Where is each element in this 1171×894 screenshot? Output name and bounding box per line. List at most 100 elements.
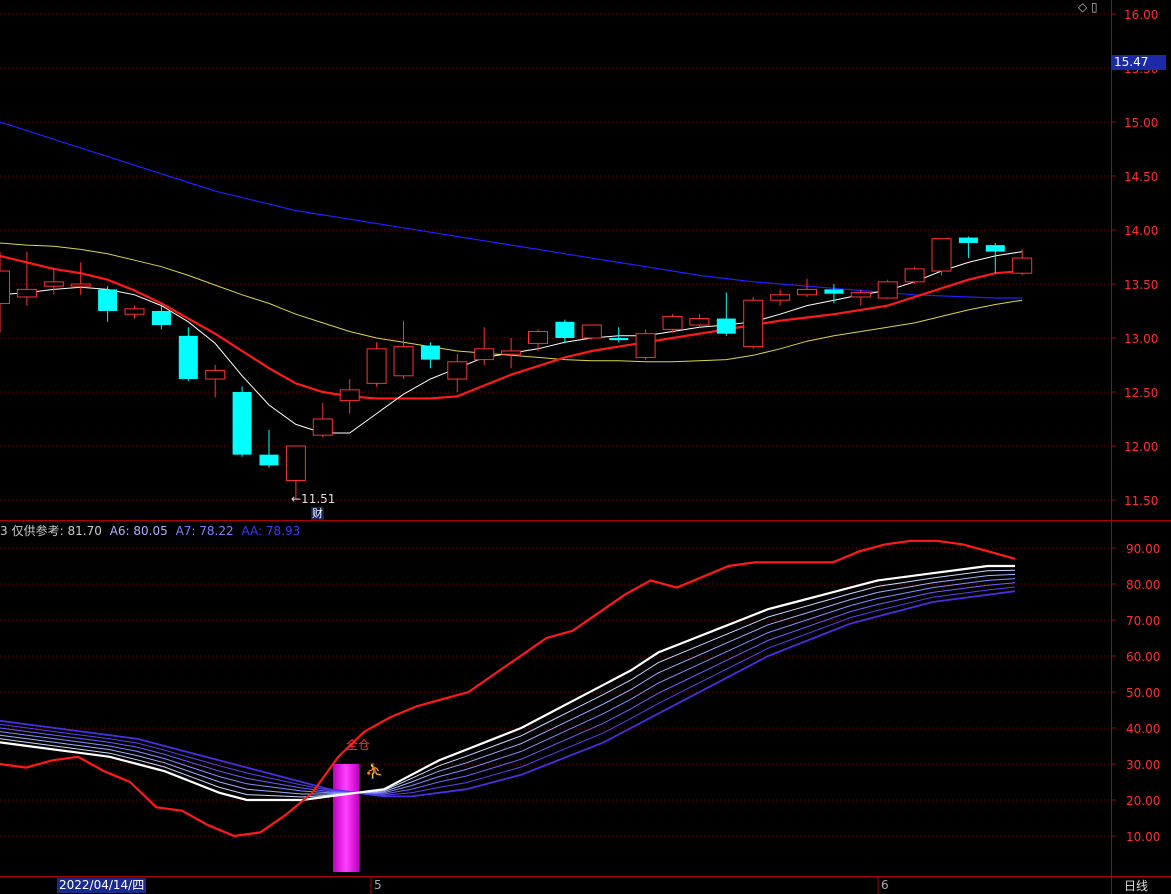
indicator-tick-label: 10.00 — [1126, 830, 1160, 844]
price-tick-label: 16.00 — [1124, 8, 1158, 22]
candle — [178, 327, 198, 382]
candle — [474, 327, 495, 365]
indicator-tick-label: 50.00 — [1126, 686, 1160, 700]
candle — [689, 314, 710, 328]
fan-line — [0, 569, 1016, 798]
candle — [420, 342, 440, 369]
ma-red-line — [0, 254, 1023, 400]
candle-body — [555, 321, 575, 338]
candle — [393, 320, 414, 380]
candle — [43, 267, 64, 295]
candle — [581, 324, 602, 341]
indicator-tick-label: 20.00 — [1126, 794, 1160, 808]
candle-body — [70, 283, 91, 287]
candle — [985, 242, 1005, 274]
price-tick-label: 14.50 — [1124, 170, 1158, 184]
indicator-red-line — [0, 539, 1016, 838]
chart-option-icons[interactable]: ◇ ▯ — [1078, 0, 1098, 14]
candle-body — [985, 245, 1005, 252]
candle — [555, 319, 575, 344]
indicator-legend: 3 仅供参考: 81.70 A6: 80.05 A7: 78.22 AA: 78.… — [0, 522, 304, 539]
candle — [366, 342, 387, 387]
period-label[interactable]: 日线 — [1124, 879, 1149, 893]
candle-body — [1012, 257, 1033, 274]
candle-body — [420, 345, 440, 360]
candle-body — [178, 335, 198, 380]
price-axis-labels: 16.0015.5015.0014.5014.0013.5013.0012.50… — [1111, 8, 1158, 508]
candle-body — [850, 292, 871, 298]
candle-body — [528, 331, 548, 344]
current-price-badge: 15.47 — [1112, 55, 1166, 70]
indicator-tick-label: 70.00 — [1126, 614, 1160, 628]
price-tick-label: 12.50 — [1124, 386, 1158, 400]
candle-body — [581, 324, 602, 339]
legend-aa: AA: 78.93 — [241, 524, 301, 538]
candle-body — [285, 445, 306, 482]
candle-body — [824, 289, 844, 294]
candle-body — [43, 281, 64, 287]
candle-body — [877, 281, 898, 299]
candle — [232, 386, 252, 457]
candle — [447, 354, 468, 392]
candle — [1012, 249, 1033, 276]
candle — [662, 314, 683, 333]
signal-label: 全仓 — [346, 738, 371, 752]
x-tick-label: 5 — [374, 878, 382, 892]
candle-body — [366, 348, 387, 384]
low-price-label: ←11.51 — [291, 492, 336, 506]
candle-body — [98, 289, 118, 311]
candle-body — [662, 315, 683, 330]
candle — [904, 266, 925, 284]
candle-body — [904, 268, 925, 283]
candle-body — [205, 369, 226, 380]
candle-body — [797, 288, 817, 296]
candle-body — [0, 270, 10, 304]
candle — [824, 284, 844, 304]
candle — [931, 238, 952, 276]
fan-line — [0, 578, 1016, 794]
candle — [770, 289, 791, 306]
price-tick-label: 11.50 — [1124, 494, 1158, 508]
candle — [16, 251, 37, 306]
finance-marker[interactable]: 财 — [311, 507, 324, 520]
candle — [339, 379, 360, 414]
candle — [716, 292, 736, 336]
indicator-tick-label: 30.00 — [1126, 758, 1160, 772]
moving-average-lines — [0, 121, 1023, 434]
grid-lines — [0, 13, 1110, 837]
cursor-date: 2022/04/14/四 — [57, 878, 147, 893]
candle-body — [259, 454, 279, 466]
legend-prefix: 3 — [0, 524, 8, 538]
indicator-tick-label: 40.00 — [1126, 722, 1160, 736]
legend-a6: A6: 80.05 — [109, 524, 168, 538]
signal-bar — [333, 764, 359, 872]
candle — [877, 279, 898, 300]
candle-body — [958, 237, 978, 243]
candle-body — [312, 418, 333, 436]
candle — [635, 329, 656, 360]
candle — [70, 262, 91, 295]
fan-line — [0, 586, 1016, 796]
runner-icon: ⛹ — [365, 761, 384, 780]
fan-line — [0, 590, 1016, 798]
candle — [528, 329, 548, 351]
candle-body — [232, 392, 252, 455]
candle-body — [474, 348, 495, 361]
fan-line — [0, 582, 1016, 795]
candle — [205, 365, 226, 398]
indicator-axis-labels: 90.00 80.00 70.00 60.00 50.00 40.00 30.00 20.00… — [1111, 542, 1160, 844]
candle-body — [770, 294, 791, 301]
price-tick-label: 15.00 — [1124, 116, 1158, 130]
candle-body — [151, 311, 171, 326]
candle — [0, 251, 10, 333]
price-tick-label: 14.00 — [1124, 224, 1158, 238]
x-tick-label: 6 — [881, 878, 889, 892]
indicator-tick-label: 60.00 — [1126, 650, 1160, 664]
candle — [124, 305, 145, 319]
candle — [743, 296, 764, 349]
candlestick-series[interactable] — [0, 236, 1033, 499]
fan-line — [0, 564, 1015, 802]
candle — [285, 445, 306, 499]
price-tick-label: 13.50 — [1124, 278, 1158, 292]
